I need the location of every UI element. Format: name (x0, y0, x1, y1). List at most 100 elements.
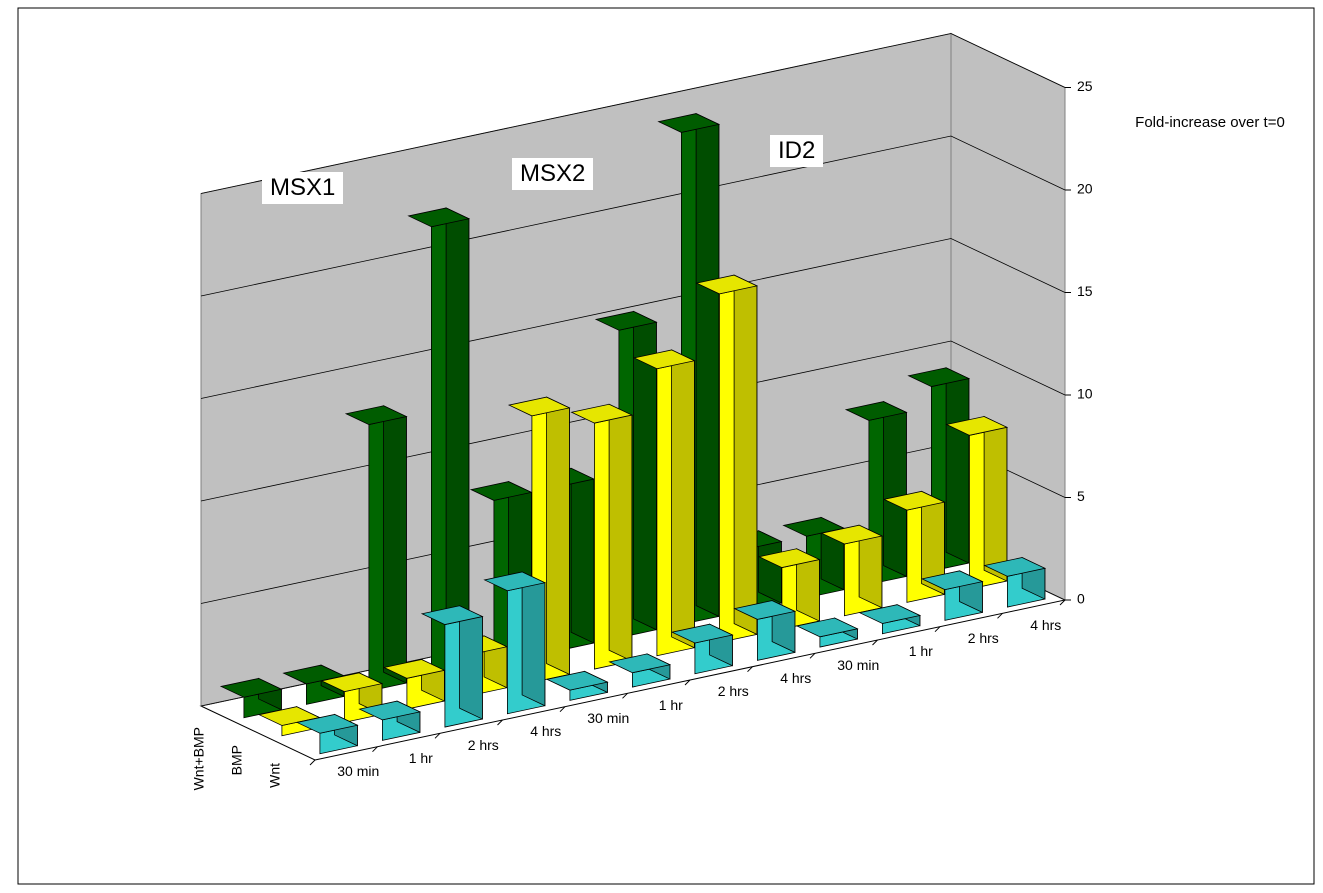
x-tick (997, 612, 1003, 619)
annotation: MSX2 (512, 158, 594, 190)
bar-top (920, 570, 984, 591)
bar (920, 570, 984, 621)
bar-top (545, 670, 609, 691)
x-tick (559, 706, 566, 713)
x-tick-label: 4 hrs (1030, 616, 1062, 633)
x-tick (872, 639, 878, 646)
bar (608, 653, 672, 688)
bar-top (907, 367, 971, 387)
bar-top (858, 604, 922, 624)
bar (295, 713, 359, 755)
bar-top (983, 557, 1047, 577)
bar (632, 349, 696, 657)
bar-top (382, 659, 446, 679)
bar-top (695, 274, 759, 295)
x-tick-label: 30 min (337, 763, 380, 780)
x-tick-label: 2 hrs (467, 736, 499, 753)
bar-top (844, 401, 908, 421)
grid-line (200, 33, 1066, 194)
bar-top (608, 653, 672, 674)
bar (795, 617, 859, 648)
bar (820, 524, 884, 617)
x-tick (622, 692, 628, 699)
legend-label: Wnt (267, 763, 283, 788)
x-tick-label: 4 hrs (780, 670, 812, 686)
annotation: MSX1 (262, 172, 344, 204)
bar (545, 670, 609, 701)
bar-side (521, 571, 546, 707)
bar-top (594, 311, 658, 331)
bar-top (733, 600, 797, 620)
annotation: ID2 (770, 135, 824, 167)
bar (570, 403, 634, 670)
y-tick-label: 20 (1077, 181, 1093, 197)
bar-top (344, 405, 408, 425)
bar-side (546, 396, 570, 676)
y-tick-label: 10 (1077, 386, 1093, 402)
bar-side (883, 400, 907, 578)
y-tick-label: 5 (1077, 488, 1085, 504)
bar-top (670, 623, 734, 644)
y-tick-label: 25 (1077, 78, 1093, 94)
bar-top (420, 605, 484, 625)
x-tick-label: 4 hrs (530, 723, 562, 740)
bar (670, 623, 734, 675)
bar-top (295, 714, 359, 734)
bar-side (608, 403, 633, 662)
bar-side (983, 415, 1008, 582)
x-tick (934, 626, 941, 633)
y-tick-label: 0 (1077, 591, 1085, 607)
bar-top (757, 548, 821, 568)
bar (420, 605, 484, 728)
bar-side (733, 274, 758, 636)
bar (344, 405, 408, 692)
bar-top (469, 481, 533, 501)
bar-top (358, 700, 422, 721)
x-tick (434, 732, 441, 739)
bar (407, 207, 471, 679)
bar-side (383, 405, 407, 684)
x-tick (684, 679, 691, 686)
y-tick-label: 15 (1077, 283, 1093, 299)
bar-side (695, 112, 720, 618)
bar-side (445, 207, 470, 671)
bar-top (657, 113, 721, 133)
bar-top (882, 490, 946, 511)
x-tick-label: 2 hrs (717, 683, 749, 700)
x-tick (497, 719, 503, 726)
x-tick (309, 759, 316, 766)
bar-top (483, 571, 547, 592)
y-axis-label: Fold-increase over t=0 (1135, 114, 1285, 131)
bar-top (820, 524, 884, 545)
x-tick-label: 1 hr (908, 643, 933, 660)
bar-top (632, 349, 696, 370)
x-tick-label: 1 hr (408, 750, 433, 766)
bar-top (219, 678, 283, 698)
bar (382, 658, 446, 710)
x-tick (747, 666, 753, 673)
x-tick (1059, 599, 1066, 606)
bar-top (945, 416, 1009, 436)
bar-side (671, 349, 695, 649)
bar (733, 599, 797, 661)
bar-top (407, 207, 471, 228)
legend-label: BMP (229, 745, 245, 775)
bar (695, 274, 759, 643)
x-tick-label: 30 min (837, 656, 880, 673)
x-tick (372, 746, 378, 753)
bar (358, 700, 422, 741)
x-tick-label: 30 min (587, 710, 630, 726)
x-tick (809, 652, 816, 659)
bar-side (945, 367, 970, 564)
bar-side (570, 467, 595, 644)
bar (219, 677, 283, 719)
x-tick-label: 2 hrs (967, 630, 999, 646)
bar (483, 571, 547, 715)
bar-top (570, 403, 634, 424)
bar (757, 548, 821, 630)
legend-label: Wnt+BMP (191, 727, 207, 790)
bar (983, 556, 1047, 608)
bar (858, 604, 922, 635)
